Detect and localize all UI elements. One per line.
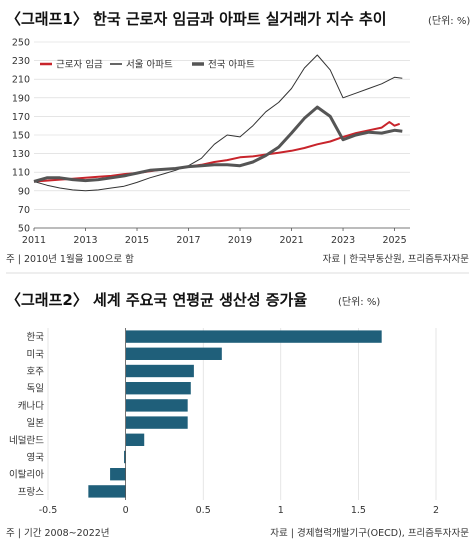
bar bbox=[125, 347, 222, 360]
x-tick-label: 2 bbox=[433, 505, 439, 516]
y-tick-label: 50 bbox=[18, 224, 30, 235]
y-tick-label: 90 bbox=[18, 186, 30, 197]
chart2-source: 자료 | 경제협력개발기구(OECD), 프리즘투자자문 bbox=[270, 527, 469, 539]
x-tick-label: 2023 bbox=[331, 235, 355, 246]
y-tick-label: 170 bbox=[12, 112, 30, 123]
x-tick-label: 2025 bbox=[382, 235, 406, 246]
chart1-note: 주 | 2010년 1월을 100으로 함 bbox=[6, 253, 134, 265]
bar bbox=[125, 433, 145, 446]
category-label: 일본 bbox=[27, 418, 45, 429]
x-tick-label: 2013 bbox=[73, 235, 97, 246]
x-tick-label: 2011 bbox=[22, 235, 46, 246]
category-label: 프랑스 bbox=[18, 486, 44, 498]
chart2-title: 〈그래프2〉 세계 주요국 연평균 생산성 증가율 bbox=[6, 291, 307, 309]
chart2-unit: (단위: %) bbox=[338, 295, 380, 308]
series-line bbox=[33, 105, 403, 183]
bar bbox=[125, 364, 194, 378]
category-label: 호주 bbox=[27, 367, 45, 378]
chart1-source: 자료 | 한국부동산원, 프리즘투자자문 bbox=[323, 254, 470, 265]
x-tick-label: 0 bbox=[123, 505, 129, 516]
y-tick-label: 230 bbox=[12, 56, 30, 67]
bar bbox=[125, 330, 382, 343]
y-tick-label: 250 bbox=[12, 38, 30, 49]
x-tick-label: 2021 bbox=[279, 235, 303, 246]
legend-label: 근로자 임금 bbox=[56, 59, 103, 71]
y-tick-label: 210 bbox=[12, 75, 30, 86]
category-label: 영국 bbox=[27, 453, 45, 464]
chart1-title: 〈그래프1〉 한국 근로자 임금과 아파트 실거래가 지수 추이 bbox=[6, 10, 387, 28]
x-tick-label: 1.5 bbox=[351, 505, 366, 516]
y-tick-label: 190 bbox=[12, 93, 30, 104]
category-label: 캐나다 bbox=[18, 401, 44, 412]
y-tick-label: 150 bbox=[12, 131, 30, 142]
bar bbox=[125, 416, 188, 429]
y-tick-label: 70 bbox=[18, 205, 30, 216]
legend-label: 서울 아파트 bbox=[126, 60, 173, 71]
bar bbox=[110, 468, 126, 481]
x-tick-label: 1 bbox=[278, 505, 284, 516]
y-tick-label: 110 bbox=[12, 168, 30, 179]
category-label: 독일 bbox=[27, 384, 44, 395]
category-label: 네덜란드 bbox=[9, 434, 44, 446]
chart2-note: 주 | 기간 2008~2022년 bbox=[6, 528, 110, 539]
chart1-plot: 50 70 90 110 130 150 170 190 210 230 250 2011 2013 20… bbox=[12, 38, 410, 246]
category-label: 한국 bbox=[27, 332, 45, 343]
bar bbox=[88, 485, 126, 498]
series-line bbox=[33, 121, 401, 183]
bar bbox=[125, 382, 191, 395]
bar bbox=[124, 450, 126, 464]
category-label: 미국 bbox=[27, 349, 45, 360]
x-tick-label: 2015 bbox=[125, 235, 149, 246]
series-line bbox=[33, 54, 403, 192]
bar bbox=[125, 399, 188, 412]
legend-label: 전국 아파트 bbox=[208, 60, 255, 71]
y-tick-label: 130 bbox=[12, 149, 30, 160]
x-tick-label: -0.5 bbox=[39, 505, 58, 516]
x-tick-label: 2019 bbox=[228, 235, 252, 246]
chart1-unit: (단위: %) bbox=[428, 14, 470, 27]
x-tick-label: 2017 bbox=[176, 235, 200, 246]
x-tick-label: 0.5 bbox=[196, 505, 211, 516]
category-label: 이탈리아 bbox=[9, 469, 44, 481]
